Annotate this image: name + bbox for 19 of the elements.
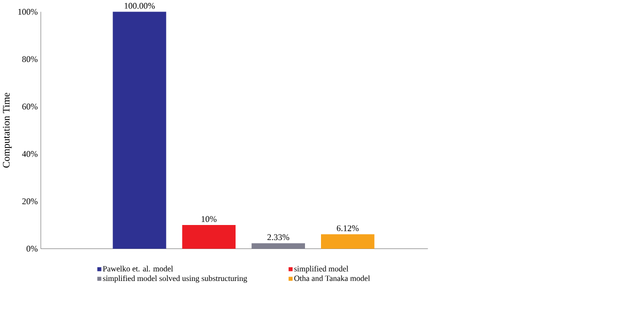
y-tick-label: 100% <box>18 8 38 15</box>
y-tick-label: 60% <box>22 103 38 110</box>
data-label: 6.12% <box>336 225 359 231</box>
data-label: 2.33% <box>267 234 290 240</box>
bar <box>112 12 166 248</box>
legend-label: simplified model <box>294 266 348 273</box>
bar <box>182 224 236 248</box>
bar <box>252 242 305 248</box>
y-tick-label: 20% <box>22 198 38 204</box>
y-tick-label: 0% <box>26 246 38 252</box>
y-tick-label: 80% <box>22 56 38 62</box>
legend-label: Otha and Tanaka model <box>294 275 370 281</box>
y-axis-title: Computation Time <box>2 92 12 168</box>
legend-label: Pawelko et. al. model <box>102 266 173 272</box>
data-label: 100.00% <box>124 2 155 9</box>
bar <box>321 234 374 248</box>
legend-label: simplified model solved using substructuring <box>102 275 248 282</box>
y-tick-label: 40% <box>22 150 38 157</box>
data-label: 10% <box>202 216 217 222</box>
